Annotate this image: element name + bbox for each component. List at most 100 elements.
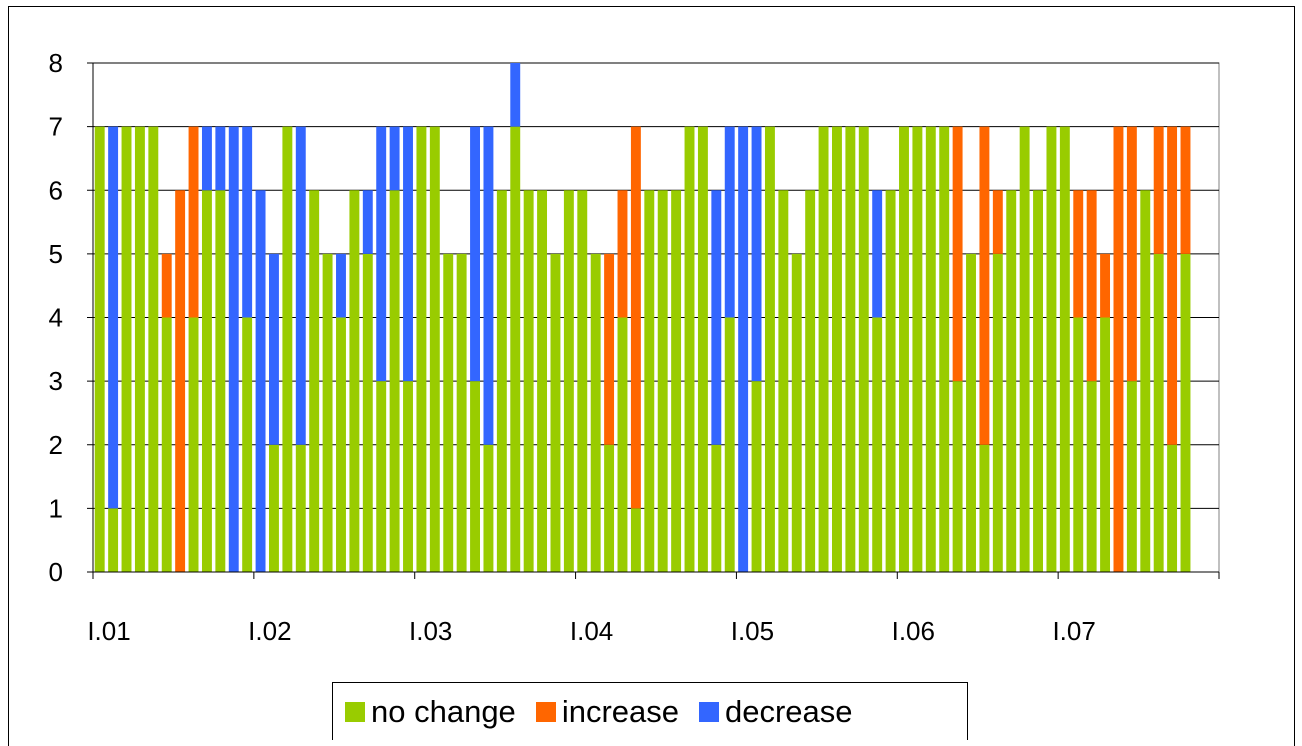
- y-tick-label: 3: [49, 366, 63, 396]
- bar-segment-no-change: [309, 190, 320, 572]
- bar-segment-no-change: [94, 126, 105, 572]
- bar-segment-no-change: [1046, 126, 1057, 572]
- x-tick-label: I.06: [892, 616, 935, 646]
- x-tick-label: I.07: [1052, 616, 1095, 646]
- bar-segment-no-change: [188, 317, 199, 572]
- y-tick-label: 1: [49, 493, 63, 523]
- bar-segment-no-change: [845, 126, 856, 572]
- bar-segment-increase: [161, 253, 172, 318]
- bar-segment-no-change: [443, 253, 454, 572]
- bar-segment-decrease: [470, 126, 480, 382]
- chart-frame: [8, 6, 1295, 746]
- bar-segment-decrease: [403, 126, 413, 382]
- bar-segment-no-change: [1126, 381, 1137, 572]
- bar-segment-increase: [1100, 253, 1111, 318]
- bar-segment-no-change: [389, 190, 400, 572]
- bar-segment-no-change: [992, 253, 1003, 572]
- bar-segment-no-change: [657, 190, 668, 572]
- bar-segment-decrease: [376, 126, 387, 382]
- bar-segment-no-change: [764, 126, 775, 572]
- bar-segment-increase: [175, 190, 186, 572]
- bar-segment-decrease: [389, 126, 400, 191]
- legend-label: no change: [371, 693, 516, 729]
- legend-swatch: [535, 701, 556, 722]
- bar-segment-decrease: [872, 190, 883, 318]
- bar-segment-no-change: [872, 317, 883, 572]
- bar-segment-increase: [952, 126, 963, 382]
- bar-segment-increase: [1073, 190, 1084, 318]
- bar-segment-increase: [979, 126, 990, 445]
- bar-segment-no-change: [1100, 317, 1111, 572]
- bar-segment-no-change: [899, 126, 909, 572]
- bar-segment-no-change: [496, 190, 507, 572]
- bar-segment-no-change: [456, 253, 467, 572]
- bar-segment-no-change: [952, 381, 963, 572]
- bar-segment-no-change: [604, 444, 615, 572]
- legend-item: no change: [345, 694, 516, 730]
- bar-segment-no-change: [215, 190, 226, 572]
- bar-segment-no-change: [630, 508, 641, 572]
- y-tick-label: 5: [49, 239, 63, 269]
- bar-segment-no-change: [483, 444, 494, 572]
- x-tick-label: I.03: [409, 616, 452, 646]
- bar-segment-no-change: [644, 190, 655, 572]
- bar-segment-increase: [604, 253, 615, 445]
- bar-segment-increase: [1113, 126, 1124, 572]
- bar-segment-decrease: [751, 126, 762, 382]
- y-tick-label: 7: [49, 112, 63, 142]
- bar-segment-decrease: [255, 190, 266, 572]
- y-tick-label: 0: [49, 557, 63, 587]
- bar-segment-no-change: [537, 190, 548, 572]
- bar-segment-decrease: [228, 126, 239, 572]
- bar-segment-increase: [992, 190, 1003, 254]
- bar-segment-no-change: [550, 253, 561, 572]
- bar-segment-no-change: [1073, 317, 1084, 572]
- legend-item: increase: [535, 693, 679, 730]
- bar-segment-no-change: [724, 317, 735, 572]
- bar-segment-decrease: [295, 126, 306, 445]
- bar-segment-no-change: [1033, 190, 1043, 572]
- bar-segment-no-change: [322, 253, 333, 572]
- bar-segment-increase: [1153, 126, 1164, 254]
- bar-segment-no-change: [1006, 190, 1017, 572]
- legend: no change increase decrease: [332, 682, 968, 740]
- x-tick-label: I.05: [731, 616, 774, 646]
- bar-segment-increase: [630, 126, 641, 509]
- bar-segment-increase: [1167, 126, 1178, 445]
- bar-segment-no-change: [671, 190, 682, 572]
- bar-segment-no-change: [121, 126, 132, 572]
- bar-segment-no-change: [966, 253, 976, 572]
- tick-labels: 0 1 2 3 4 5 6 7 8 I.01 I.02 I.03 I.04 I.05 I.06 I.07: [49, 48, 1096, 646]
- bar-segment-decrease: [242, 126, 253, 318]
- bar-segment-no-change: [282, 126, 293, 572]
- x-tick-label: I.01: [87, 616, 130, 646]
- y-tick-label: 4: [49, 303, 63, 333]
- bar-segment-decrease: [336, 253, 346, 318]
- bar-segment-no-change: [362, 253, 373, 572]
- bars: [94, 63, 1191, 572]
- bar-segment-no-change: [403, 381, 413, 572]
- legend-label: increase: [561, 693, 679, 729]
- bar-segment-no-change: [1153, 253, 1164, 572]
- bar-segment-no-change: [1180, 253, 1191, 572]
- x-tick-label: I.04: [570, 616, 613, 646]
- bar-segment-decrease: [269, 253, 279, 445]
- bar-segment-no-change: [336, 317, 346, 572]
- bar-segment-increase: [1086, 190, 1097, 382]
- bar-segment-no-change: [805, 190, 816, 572]
- bar-segment-increase: [188, 126, 199, 318]
- bar-segment-decrease: [510, 63, 521, 127]
- bar-segment-increase: [1180, 126, 1191, 254]
- bar-segment-no-change: [1086, 381, 1097, 572]
- bar-segment-no-change: [429, 126, 440, 572]
- bar-segment-no-change: [818, 126, 829, 572]
- bar-segment-no-change: [148, 126, 159, 572]
- bar-segment-no-change: [885, 190, 896, 572]
- bar-segment-no-change: [1019, 126, 1030, 572]
- bar-segment-decrease: [362, 190, 373, 254]
- bar-segment-no-change: [778, 190, 789, 572]
- legend-swatch: [699, 701, 719, 722]
- legend-item: decrease: [699, 694, 853, 730]
- bar-segment-no-change: [832, 126, 842, 572]
